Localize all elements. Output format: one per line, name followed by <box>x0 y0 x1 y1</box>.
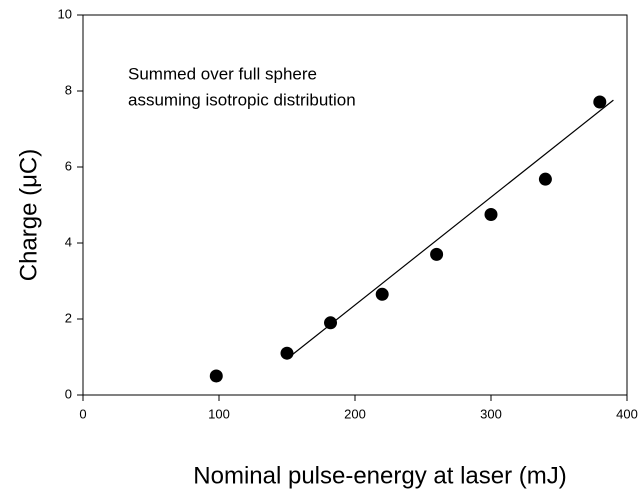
x-tick-label: 300 <box>480 406 502 421</box>
y-tick-label: 2 <box>65 310 72 325</box>
x-tick-label: 400 <box>616 406 638 421</box>
data-point <box>538 172 552 186</box>
y-tick-label: 10 <box>58 6 72 21</box>
data-point <box>430 247 444 261</box>
x-tick-label: 0 <box>79 406 86 421</box>
y-tick-label: 4 <box>65 234 72 249</box>
x-axis-label: Nominal pulse-energy at laser (mJ) <box>193 462 566 489</box>
y-axis-label: Charge (μC) <box>15 149 42 282</box>
y-tick-label: 6 <box>65 158 72 173</box>
annotation: Summed over full sphere <box>128 64 317 83</box>
annotation: assuming isotropic distribution <box>128 90 356 109</box>
x-tick-label: 200 <box>344 406 366 421</box>
data-point <box>280 346 294 360</box>
data-point <box>484 208 498 221</box>
y-tick-label: 8 <box>65 82 72 97</box>
fit-line <box>286 99 614 360</box>
data-point <box>324 316 338 330</box>
y-tick-label: 0 <box>65 386 72 401</box>
data-point <box>209 369 223 383</box>
data-point <box>593 95 607 109</box>
x-tick-label: 100 <box>208 406 230 421</box>
data-point <box>375 287 389 301</box>
